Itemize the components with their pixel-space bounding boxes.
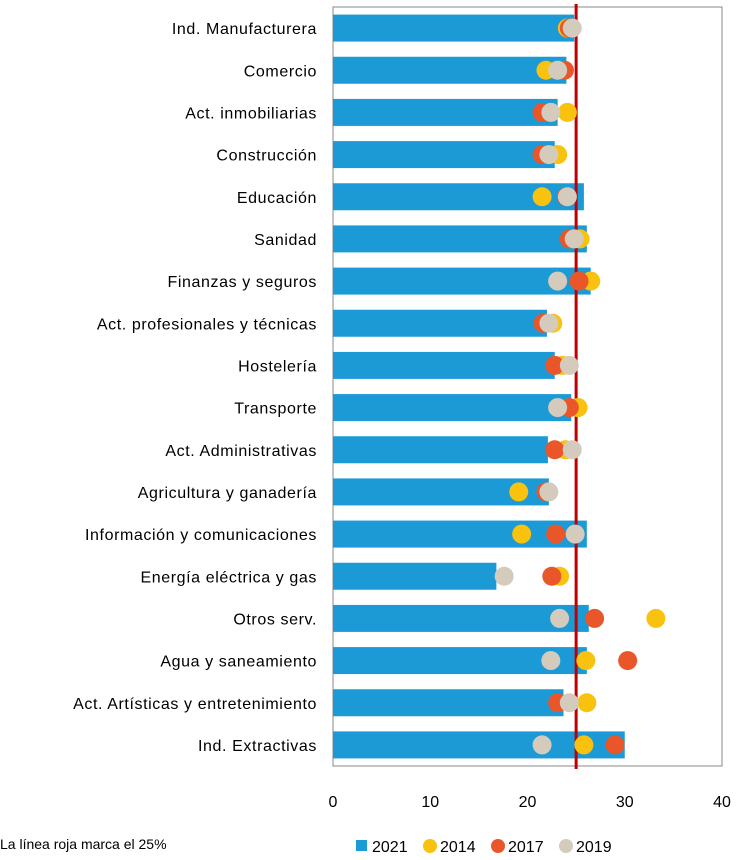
legend-swatch-2019 xyxy=(559,839,573,853)
x-tick-label: 20 xyxy=(519,794,537,811)
category-label: Finanzas y seguros xyxy=(167,274,317,291)
point-2017-13 xyxy=(542,566,562,586)
point-2019-4 xyxy=(557,187,577,207)
point-2019-7 xyxy=(539,313,559,333)
point-2014-11 xyxy=(509,482,529,502)
bar-2021-12 xyxy=(333,520,587,548)
x-tick-label: 30 xyxy=(616,794,634,811)
plot-area xyxy=(332,4,723,769)
bar-2021-5 xyxy=(333,225,587,253)
point-2017-15 xyxy=(618,651,638,671)
point-2019-1 xyxy=(548,60,568,80)
point-2019-2 xyxy=(541,102,561,122)
point-2017-10 xyxy=(545,440,565,460)
point-2019-12 xyxy=(565,524,585,544)
point-2017-6 xyxy=(569,271,589,291)
point-2019-8 xyxy=(559,355,579,375)
x-tick-label: 40 xyxy=(713,794,731,811)
legend-label-2021: 2021 xyxy=(372,839,408,856)
bar-2021-6 xyxy=(333,267,591,295)
bar-2021-13 xyxy=(333,562,497,590)
category-label: Hostelería xyxy=(238,358,317,375)
point-2017-8 xyxy=(545,355,565,375)
bar-2021-1 xyxy=(333,56,567,84)
category-label: Educación xyxy=(237,190,317,207)
point-2014-17 xyxy=(574,735,594,755)
point-2017-14 xyxy=(585,608,605,628)
x-tick-label: 10 xyxy=(421,794,439,811)
point-2014-12 xyxy=(512,524,532,544)
category-label: Información y comunicaciones xyxy=(85,527,317,544)
point-2019-3 xyxy=(539,145,559,165)
bar-2021-14 xyxy=(333,604,589,632)
bar-2021-7 xyxy=(333,309,547,337)
point-2019-14 xyxy=(550,608,570,628)
point-2014-2 xyxy=(557,102,577,122)
legend-label-2017: 2017 xyxy=(508,839,544,856)
category-label: Sanidad xyxy=(254,232,317,249)
bar-2021-10 xyxy=(333,436,548,464)
point-2019-9 xyxy=(548,398,568,418)
point-2019-15 xyxy=(541,651,561,671)
point-2014-4 xyxy=(532,187,552,207)
legend-label-2019: 2019 xyxy=(576,839,612,856)
legend-swatch-2017 xyxy=(491,839,505,853)
legend-swatch-2021 xyxy=(356,840,367,851)
category-label: Agricultura y ganadería xyxy=(138,485,317,502)
category-labels: Ind. Manufacturera Comercio Act. inmobilia… xyxy=(73,21,317,755)
category-label: Ind. Extractivas xyxy=(198,738,317,755)
x-axis-ticks: 0 10 20 30 40 xyxy=(329,794,731,811)
point-2019-16 xyxy=(559,693,579,713)
category-label: Agua y saneamiento xyxy=(160,654,317,671)
legend: 2021 2014 2017 2019 xyxy=(356,839,612,856)
plot-frame xyxy=(332,6,723,767)
point-2019-13 xyxy=(494,566,514,586)
point-2019-17 xyxy=(532,735,552,755)
category-label: Construcción xyxy=(216,148,317,165)
category-label: Otros serv. xyxy=(233,611,317,628)
point-2019-6 xyxy=(548,271,568,291)
point-2017-12 xyxy=(546,524,566,544)
category-label: Act. profesionales y técnicas xyxy=(97,316,317,333)
category-label: Act. inmobiliarias xyxy=(185,105,317,122)
bar-2021-16 xyxy=(333,689,564,717)
bar-2021-2 xyxy=(333,98,558,126)
bar-2021-0 xyxy=(333,14,575,42)
category-label: Act. Administrativas xyxy=(165,443,317,460)
point-2019-10 xyxy=(562,440,582,460)
bar-2021-9 xyxy=(333,394,572,422)
point-2019-11 xyxy=(539,482,559,502)
point-2019-5 xyxy=(564,229,584,249)
category-label: Energía eléctrica y gas xyxy=(140,569,317,586)
legend-swatch-2014 xyxy=(423,839,437,853)
category-label: Act. Artísticas y entretenimiento xyxy=(73,696,317,713)
point-2014-16 xyxy=(577,693,597,713)
chart-note: La línea roja marca el 25% xyxy=(0,836,167,852)
category-label: Comercio xyxy=(244,63,317,80)
legend-label-2014: 2014 xyxy=(440,839,476,856)
point-2019-0 xyxy=(562,18,582,38)
bar-2021-3 xyxy=(333,141,555,169)
point-2017-17 xyxy=(605,735,625,755)
point-2014-15 xyxy=(576,651,596,671)
category-label: Ind. Manufacturera xyxy=(172,21,317,38)
x-tick-label: 0 xyxy=(329,794,338,811)
point-2014-14 xyxy=(646,608,666,628)
bar-2021-8 xyxy=(333,351,555,379)
category-label: Transporte xyxy=(234,401,317,418)
